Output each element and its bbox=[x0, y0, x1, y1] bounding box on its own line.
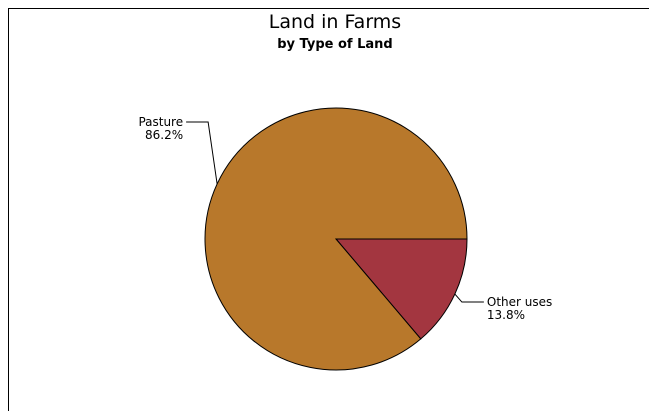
chart-title: Land in Farms bbox=[269, 11, 401, 33]
slice-label-pasture: Pasture bbox=[138, 115, 183, 129]
leader-line-other-uses bbox=[454, 293, 484, 303]
pie-slice-other-uses bbox=[334, 238, 468, 340]
slice-value-other-uses: 13.8% bbox=[487, 308, 525, 322]
pie-slice-pasture bbox=[204, 107, 468, 371]
pie-slices bbox=[204, 107, 468, 371]
leader-line-pasture bbox=[186, 121, 218, 185]
slice-label-other-uses: Other uses bbox=[487, 295, 552, 309]
chart-subtitle: by Type of Land bbox=[277, 37, 392, 52]
slice-value-pasture: 86.2% bbox=[145, 128, 183, 142]
